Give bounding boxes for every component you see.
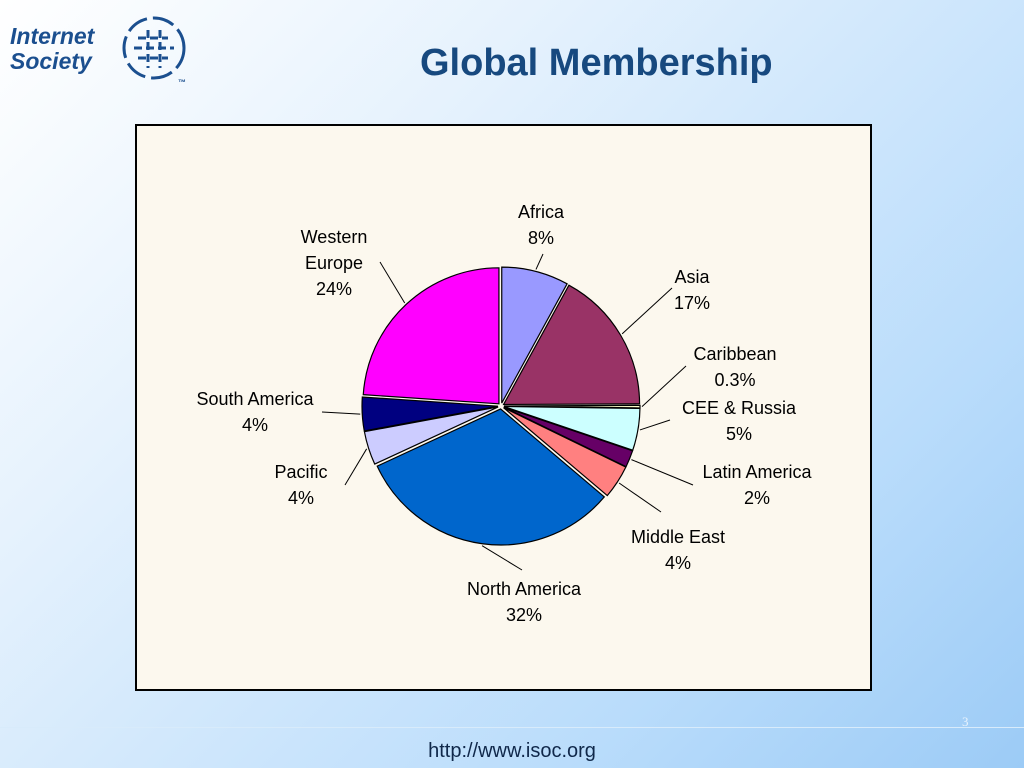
logo-text: Internet Society	[10, 24, 118, 74]
page-number: 3	[962, 714, 969, 729]
value-label: 0.3%	[714, 370, 756, 390]
data-label: Africa 8%	[481, 199, 601, 251]
leader-line	[481, 545, 523, 571]
data-label: Latin America 2%	[677, 459, 837, 511]
leader-line	[379, 261, 406, 304]
category-label: Asia	[674, 267, 710, 287]
logo-line: Society	[10, 48, 92, 74]
value-label: 2%	[743, 488, 770, 508]
category-label: Middle East	[630, 527, 726, 547]
category-label: Latin America	[702, 462, 812, 482]
leader-line	[535, 253, 544, 270]
category-label: CEE & Russia	[681, 398, 797, 418]
data-label: Middle East 4%	[608, 524, 748, 576]
pie-slice	[361, 396, 499, 432]
footer-url: http://www.isoc.org	[428, 740, 596, 762]
value-label: 5%	[725, 424, 752, 444]
trademark: ™	[178, 78, 186, 87]
pie-slice	[376, 408, 606, 546]
pie-slice	[502, 284, 641, 406]
value-label: 32%	[505, 605, 543, 625]
category-label: South America	[196, 389, 314, 409]
pie-slice	[362, 267, 500, 405]
pie-slice	[501, 266, 568, 404]
leader-line	[321, 411, 361, 415]
data-label: CEE & Russia 5%	[659, 395, 819, 447]
value-label: 17%	[673, 293, 711, 313]
leader-line	[344, 448, 368, 486]
chart-title: Global Membership	[420, 42, 773, 84]
leader-line	[618, 482, 662, 513]
category-label: Africa	[517, 202, 564, 222]
leader-line	[631, 459, 694, 486]
logo-icon	[122, 16, 186, 80]
value-label: 4%	[664, 553, 691, 573]
category-label: Caribbean	[693, 344, 777, 364]
leader-line	[621, 287, 673, 335]
pie-slice	[363, 406, 499, 465]
logo-line: Internet	[10, 23, 95, 49]
category-label: Pacific	[274, 462, 328, 482]
data-label: South America 4%	[175, 386, 335, 438]
data-label: Asia 17%	[632, 264, 752, 316]
data-label: Pacific 4%	[251, 459, 351, 511]
category-label: North America	[466, 579, 582, 599]
value-label: 4%	[241, 415, 268, 435]
data-label: Western Europe 24%	[289, 224, 379, 302]
value-label: 4%	[287, 488, 314, 508]
data-label: Caribbean 0.3%	[665, 341, 805, 393]
leader-line	[641, 365, 687, 408]
pie-slice	[503, 407, 627, 497]
data-label: North America 32%	[444, 576, 604, 628]
category-label: Western Europe	[300, 227, 368, 273]
pie-slice	[503, 405, 641, 451]
plot-area	[135, 124, 872, 691]
leader-line	[639, 419, 671, 431]
value-label: 8%	[527, 228, 554, 248]
footer-rule	[0, 727, 1024, 728]
value-label: 24%	[315, 279, 353, 299]
